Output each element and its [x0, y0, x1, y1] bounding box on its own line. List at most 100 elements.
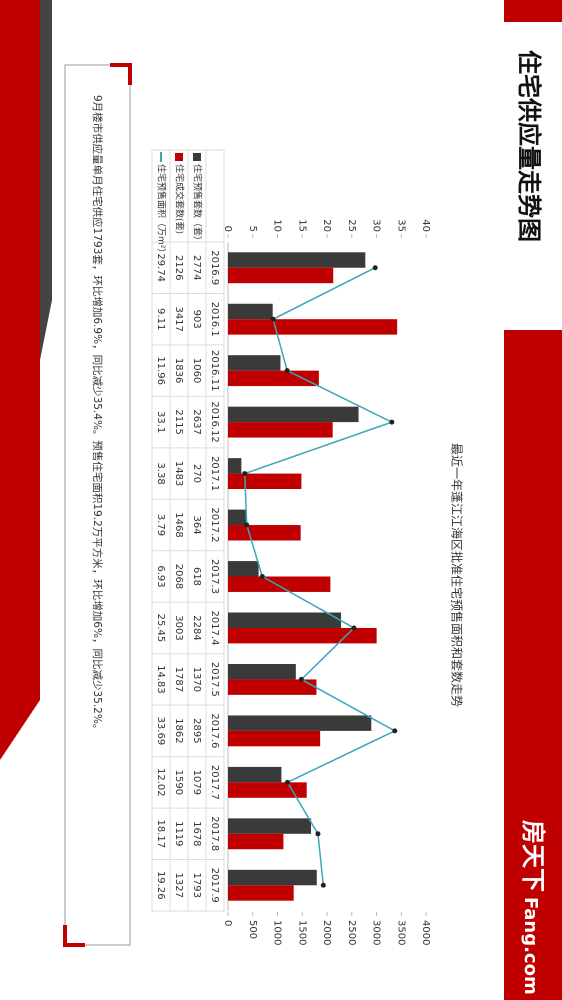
logo: 房天下: [519, 820, 547, 892]
table-cell: 6.93: [155, 565, 166, 587]
y2-tick-label: 2000: [321, 920, 332, 945]
y-tick-label: 5: [247, 226, 258, 232]
y-tick-label: 35: [395, 219, 406, 232]
bar: [228, 267, 334, 284]
table-cell: 1483: [173, 461, 184, 486]
table-cell: 270: [191, 464, 202, 483]
y2-tick-label: 500: [247, 920, 258, 939]
bar: [228, 679, 317, 695]
table-cell: 618: [191, 567, 202, 586]
bar: [228, 422, 333, 438]
header-corner: [504, 0, 562, 22]
bar: [227, 885, 294, 901]
point: [270, 316, 276, 322]
bar: [228, 561, 259, 577]
table-cell: 364: [191, 515, 202, 534]
bar: [227, 458, 242, 474]
table-cell: 3417: [173, 306, 184, 331]
table-cell: 1787: [173, 667, 184, 692]
bar: [227, 766, 282, 783]
footer-text: 9月楼市供应量单月住宅供应1793套，环比增加6.9%，同比减少35.4%。预售…: [91, 95, 104, 734]
x-tick-label: 2017.3: [209, 559, 220, 594]
header-band: [504, 330, 562, 1000]
x-tick-label: 2016.9: [209, 250, 220, 285]
table-cell: 2284: [191, 615, 202, 640]
bar: [228, 833, 284, 850]
point: [389, 419, 395, 425]
point: [351, 625, 357, 631]
table-cell: 2115: [173, 409, 184, 434]
point: [244, 522, 250, 528]
table-cell: 25.45: [155, 614, 166, 643]
point: [284, 779, 290, 785]
chart-title: 住宅供应量走势图: [515, 50, 543, 242]
legend-swatch: [193, 153, 201, 161]
y-tick-label: 0: [222, 226, 233, 232]
bar: [227, 525, 301, 541]
bar: [228, 370, 319, 387]
point: [320, 882, 326, 888]
table-cell: 33.1: [155, 411, 166, 433]
table-cell: 12.02: [155, 768, 166, 797]
table-cell: 1119: [173, 821, 184, 846]
table-cell: 29.74: [155, 253, 166, 282]
bar: [228, 612, 342, 628]
x-tick-label: 2016.1: [209, 302, 220, 337]
frame-corner: [63, 63, 132, 947]
y-tick-label: 30: [371, 219, 382, 232]
bar: [228, 818, 312, 834]
table-cell: 19.26: [155, 871, 166, 900]
bar: [228, 509, 247, 526]
table-cell: 2774: [191, 255, 202, 280]
text-frame: [64, 64, 131, 946]
chart-subtitle: 最近一年蓬江江海区批准住宅预售面积和套数走势: [450, 443, 465, 707]
table-cell: 1678: [191, 821, 202, 846]
point: [392, 728, 398, 734]
legend-label: 住宅预售套数（套）: [192, 164, 204, 245]
x-tick-label: 2017.7: [209, 765, 220, 800]
y2-tick-label: 3000: [371, 920, 382, 945]
x-tick-label: 2017.9: [209, 868, 220, 903]
table-cell: 2637: [191, 409, 202, 434]
table-cell: 2068: [173, 564, 184, 589]
bar: [228, 715, 372, 731]
y-tick-label: 40: [420, 219, 431, 232]
legend-label: 住宅成交套数(套): [174, 164, 186, 234]
table-cell: 1079: [191, 770, 202, 795]
table-cell: 33.69: [155, 717, 166, 746]
bar: [228, 473, 302, 490]
point: [298, 676, 304, 682]
table-cell: 11.96: [155, 356, 166, 385]
point: [242, 471, 248, 477]
legend-label: 住宅预售面积（万m²）: [156, 164, 168, 257]
x-tick-label: 2016.11: [209, 350, 220, 391]
bar: [228, 406, 359, 423]
footer-accent: [40, 0, 52, 360]
table-cell: 2126: [173, 255, 184, 280]
table-cell: 3.79: [155, 514, 166, 536]
bar: [228, 319, 398, 335]
y2-tick-label: 0: [222, 920, 233, 926]
table-cell: 3.38: [155, 462, 166, 484]
y2-tick-label: 1500: [296, 920, 307, 945]
bar: [228, 627, 377, 644]
x-tick-label: 2016.12: [209, 401, 220, 442]
table-cell: 14.83: [155, 665, 166, 694]
table-cell: 1836: [173, 358, 184, 383]
bar: [228, 252, 366, 268]
y-tick-label: 25: [346, 219, 357, 232]
point: [284, 368, 290, 374]
table-cell: 9.11: [155, 308, 166, 330]
table-cell: 18.17: [155, 819, 166, 848]
bar: [227, 869, 317, 886]
bar: [228, 576, 331, 592]
y-tick-label: 15: [296, 219, 307, 232]
footer-band: [0, 0, 40, 760]
x-tick-label: 2017.8: [209, 816, 220, 851]
table-cell: 903: [191, 310, 202, 329]
bar: [228, 355, 281, 371]
y2-tick-label: 4000: [420, 920, 431, 945]
bar: [228, 782, 307, 798]
